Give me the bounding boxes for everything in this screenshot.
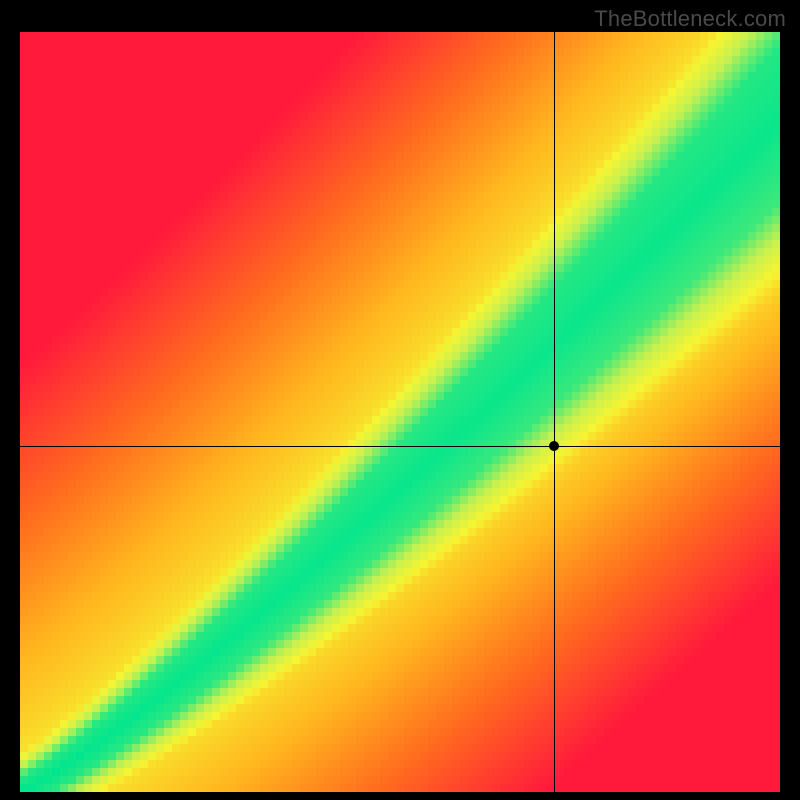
crosshair-vertical [554,32,555,792]
watermark-text: TheBottleneck.com [594,6,786,32]
crosshair-horizontal [20,446,780,447]
chart-container: TheBottleneck.com [0,0,800,800]
heatmap-canvas [20,32,780,792]
plot-area [20,32,780,792]
crosshair-marker [549,441,559,451]
